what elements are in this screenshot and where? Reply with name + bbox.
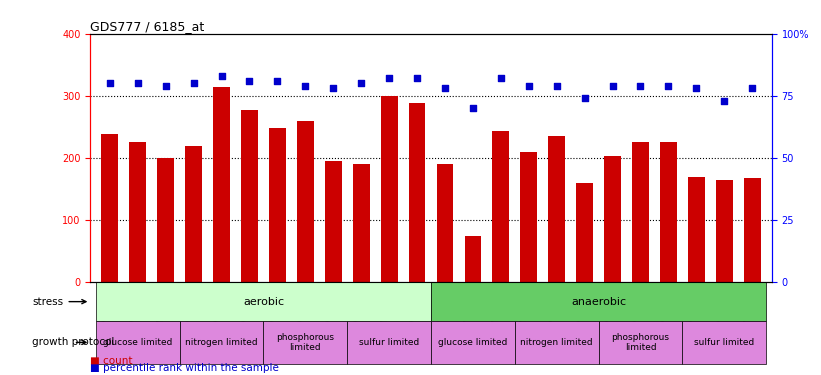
Bar [437, 164, 453, 282]
FancyBboxPatch shape [180, 321, 264, 364]
Text: ■ percentile rank within the sample: ■ percentile rank within the sample [90, 363, 279, 373]
Bar [269, 128, 286, 282]
Bar [353, 164, 369, 282]
Point [634, 83, 647, 89]
Point [215, 73, 228, 79]
Text: anaerobic: anaerobic [571, 297, 626, 307]
FancyBboxPatch shape [431, 282, 766, 321]
FancyBboxPatch shape [347, 321, 431, 364]
Point [690, 86, 703, 92]
Text: glucose limited: glucose limited [438, 338, 507, 347]
Point [578, 95, 591, 101]
FancyBboxPatch shape [515, 321, 599, 364]
Bar [213, 87, 230, 282]
Point [243, 78, 256, 84]
Bar [548, 136, 565, 282]
FancyBboxPatch shape [264, 321, 347, 364]
Bar [102, 134, 118, 282]
Text: growth protocol: growth protocol [32, 338, 115, 347]
Text: GDS777 / 6185_at: GDS777 / 6185_at [90, 20, 204, 33]
Point [745, 86, 759, 92]
Point [327, 86, 340, 92]
Text: sulfur limited: sulfur limited [694, 338, 754, 347]
Bar [576, 183, 593, 282]
Text: nitrogen limited: nitrogen limited [186, 338, 258, 347]
Bar [604, 156, 621, 282]
Text: aerobic: aerobic [243, 297, 284, 307]
Point [103, 81, 117, 87]
Text: nitrogen limited: nitrogen limited [521, 338, 593, 347]
Bar [409, 104, 425, 282]
Point [383, 75, 396, 81]
Point [606, 83, 619, 89]
Bar [465, 236, 481, 282]
Point [438, 86, 452, 92]
Text: stress: stress [32, 297, 86, 307]
Text: phosphorous
limited: phosphorous limited [277, 333, 334, 352]
Bar [130, 142, 146, 282]
Bar [325, 161, 342, 282]
FancyBboxPatch shape [96, 282, 431, 321]
Point [522, 83, 535, 89]
Point [271, 78, 284, 84]
Point [299, 83, 312, 89]
Bar [688, 177, 704, 282]
Text: glucose limited: glucose limited [103, 338, 172, 347]
Point [550, 83, 563, 89]
Bar [241, 110, 258, 282]
Point [131, 81, 144, 87]
FancyBboxPatch shape [431, 321, 515, 364]
Bar [381, 96, 397, 282]
Bar [297, 121, 314, 282]
Bar [744, 178, 760, 282]
Point [718, 98, 731, 104]
Point [187, 81, 200, 87]
Text: phosphorous
limited: phosphorous limited [612, 333, 669, 352]
Bar [716, 180, 732, 282]
Point [355, 81, 368, 87]
Point [410, 75, 424, 81]
Point [662, 83, 675, 89]
FancyBboxPatch shape [96, 321, 180, 364]
Text: ■ count: ■ count [90, 356, 133, 366]
Bar [632, 142, 649, 282]
Point [494, 75, 507, 81]
Bar [158, 158, 174, 282]
Bar [521, 152, 537, 282]
FancyBboxPatch shape [599, 321, 682, 364]
Text: sulfur limited: sulfur limited [359, 338, 420, 347]
Point [159, 83, 172, 89]
FancyBboxPatch shape [682, 321, 766, 364]
Point [466, 105, 479, 111]
Bar [186, 146, 202, 282]
Bar [493, 130, 509, 282]
Bar [660, 142, 677, 282]
